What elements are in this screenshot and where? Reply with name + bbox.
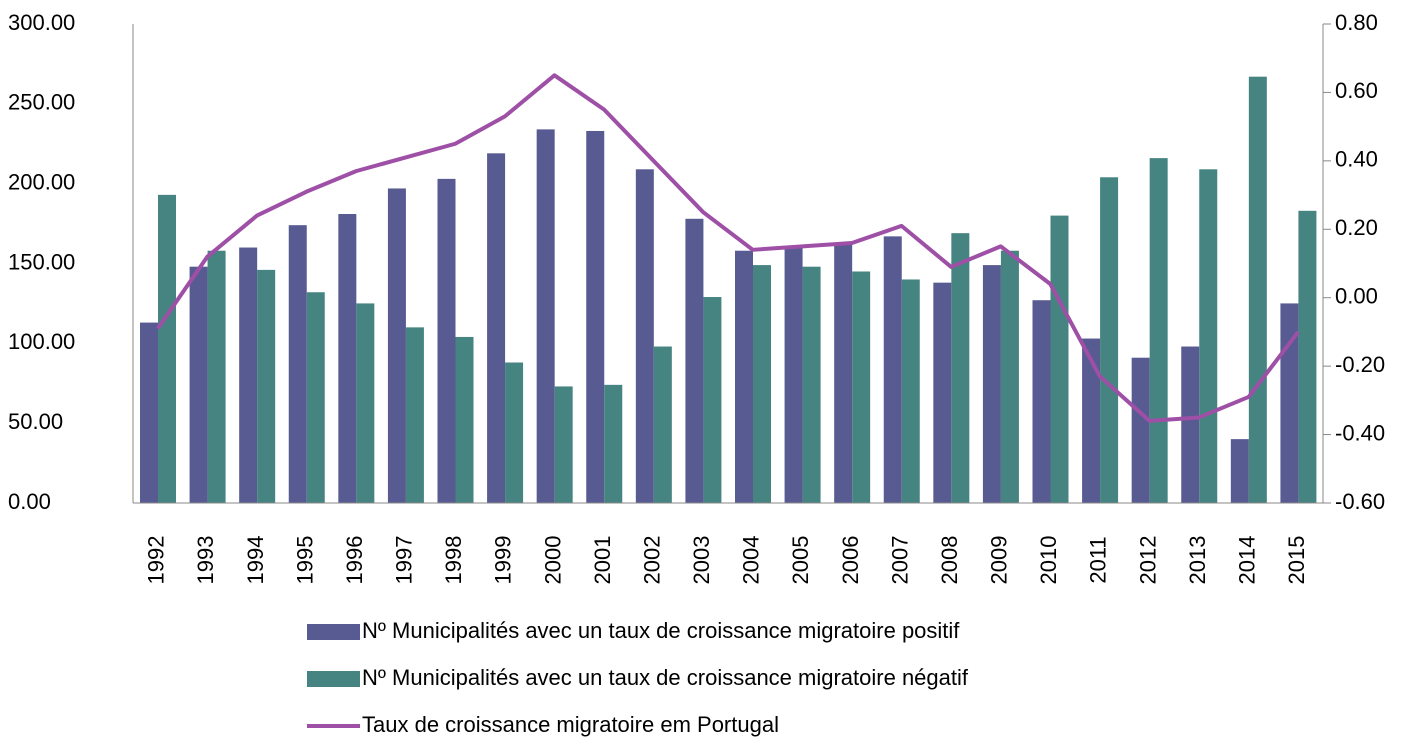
bar	[834, 242, 853, 503]
bar	[635, 169, 654, 503]
x-tick-label: 1996	[342, 536, 367, 585]
bar	[1248, 76, 1267, 503]
bar	[487, 153, 506, 503]
bar	[1298, 210, 1317, 503]
bar	[536, 129, 555, 503]
y2-tick-label: -0.60	[1335, 489, 1385, 514]
x-tick-label: 1999	[491, 536, 516, 585]
x-tick-label: 2006	[838, 536, 863, 585]
bar	[1082, 338, 1101, 503]
x-tick-label: 2013	[1185, 536, 1210, 585]
bar	[140, 322, 158, 503]
bar	[933, 282, 952, 503]
bar	[685, 218, 704, 503]
bar	[982, 265, 1001, 503]
bar	[852, 271, 871, 503]
x-tick-label: 1994	[243, 536, 268, 585]
y2-tick-label: 0.20	[1335, 215, 1378, 240]
bar	[554, 386, 573, 503]
bar	[1149, 158, 1168, 503]
bar	[158, 194, 176, 504]
bar	[1032, 300, 1051, 503]
bar	[735, 250, 753, 503]
x-tick-label: 2012	[1135, 536, 1160, 585]
bar	[1050, 215, 1069, 503]
x-tick-label: 2002	[639, 536, 664, 585]
bar	[257, 269, 276, 503]
y2-tick-label: 0.00	[1335, 284, 1378, 309]
bar	[802, 266, 821, 503]
bar	[1280, 303, 1299, 503]
x-tick-label: 2009	[987, 536, 1012, 585]
bar	[288, 225, 307, 503]
x-tick-label: 2003	[689, 536, 714, 585]
bar	[653, 346, 672, 503]
bar	[586, 130, 605, 503]
bar	[1100, 177, 1119, 503]
x-tick-label: 1998	[441, 536, 466, 585]
line	[156, 73, 1300, 423]
y-tick-label: 100.00	[8, 329, 75, 354]
bar	[306, 292, 325, 503]
bar	[703, 297, 722, 503]
y-tick-label: 50.00	[8, 409, 63, 434]
y-tick-label: 150.00	[8, 249, 75, 274]
bar	[1131, 357, 1150, 503]
y-tick-label: 0.00	[8, 489, 51, 514]
x-tick-label: 1992	[144, 536, 169, 585]
bar	[356, 303, 375, 503]
x-tick-label: 2015	[1284, 536, 1309, 585]
x-tick-label: 1995	[292, 536, 317, 585]
y-tick-label: 200.00	[8, 169, 75, 194]
x-tick-label: 1993	[193, 536, 218, 585]
bar	[338, 214, 357, 503]
bar	[207, 250, 226, 503]
y-tick-label: 250.00	[8, 90, 75, 115]
x-tick-label: 2014	[1234, 536, 1259, 585]
bar	[1181, 346, 1200, 503]
x-tick-label: 2004	[739, 536, 764, 585]
y2-tick-label: -0.20	[1335, 352, 1385, 377]
bar	[1230, 439, 1249, 503]
bar	[239, 247, 258, 503]
bar	[753, 265, 771, 503]
bar	[1000, 250, 1019, 503]
y2-tick-label: 0.80	[1335, 10, 1378, 35]
bar	[505, 362, 524, 503]
bar	[437, 178, 456, 504]
bar	[1199, 169, 1218, 503]
x-tick-label: 2010	[1036, 536, 1061, 585]
x-tick-label: 2005	[788, 536, 813, 585]
x-tick-label: 2008	[937, 536, 962, 585]
x-tick-label: 2000	[540, 536, 565, 585]
x-tick-label: 2011	[1086, 536, 1111, 583]
bar	[189, 266, 208, 503]
bar	[901, 279, 920, 503]
legend-label: Taux de croissance migratoire em Portuga…	[362, 712, 779, 737]
bar	[604, 384, 623, 503]
bar	[951, 233, 970, 503]
legend-label: Nº Municipalités avec un taux de croissa…	[362, 618, 960, 643]
bar	[455, 336, 474, 503]
legend-swatch	[307, 671, 360, 687]
y2-tick-label: 0.60	[1335, 78, 1378, 103]
legend-label: Nº Municipalités avec un taux de croissa…	[362, 665, 969, 690]
y2-tick-label: -0.40	[1335, 420, 1385, 445]
y2-tick-label: 0.40	[1335, 147, 1378, 172]
x-tick-label: 2007	[887, 536, 912, 585]
x-tick-label: 2001	[590, 536, 615, 585]
y-tick-label: 300.00	[8, 10, 75, 35]
bar	[387, 188, 406, 503]
bar	[405, 327, 424, 503]
bar	[883, 236, 902, 503]
legend-swatch	[307, 624, 360, 640]
x-tick-label: 1997	[392, 536, 417, 585]
bar	[784, 247, 803, 503]
